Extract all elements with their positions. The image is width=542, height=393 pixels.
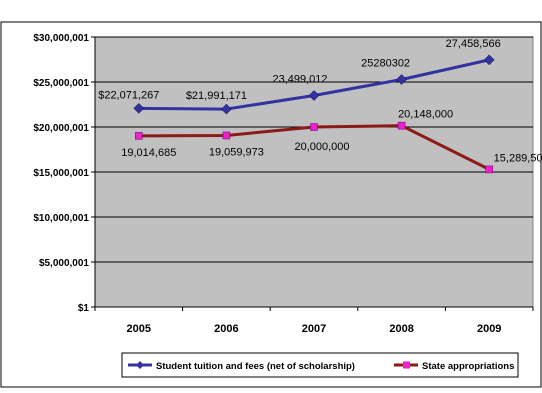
- legend-box: [121, 352, 519, 378]
- x-tick-label: 2008: [389, 323, 413, 335]
- data-point: [483, 54, 495, 66]
- data-point: [308, 90, 320, 101]
- legend-swatch-marker: [403, 361, 410, 369]
- data-point: [221, 103, 232, 115]
- legend-swatch-marker: [136, 361, 144, 369]
- data-point: [310, 123, 318, 131]
- y-tick-label: $25,000,001: [33, 78, 89, 89]
- y-tick-label: $30,000,001: [33, 33, 89, 44]
- data-label: 20,148,000: [398, 109, 453, 121]
- y-tick-label: $15,000,001: [33, 168, 89, 179]
- data-label: 27,458,566: [446, 38, 501, 50]
- x-tick-label: 2009: [477, 323, 501, 335]
- data-label: 19,014,685: [121, 147, 176, 159]
- data-label: 19,059,973: [209, 146, 264, 158]
- y-tick-label: $10,000,001: [33, 213, 89, 224]
- data-point: [133, 103, 145, 114]
- data-point: [396, 74, 407, 85]
- y-tick-label: $1: [78, 303, 90, 314]
- legend-label: State appropriations: [422, 361, 514, 372]
- x-tick-label: 2007: [302, 323, 326, 335]
- data-point: [135, 132, 143, 140]
- data-label: $22,071,267: [98, 89, 159, 101]
- data-point: [485, 165, 493, 174]
- x-tick-label: 2005: [127, 323, 151, 335]
- legend-label: Student tuition and fees (net of scholar…: [156, 361, 355, 372]
- data-label: 25280302: [361, 57, 410, 69]
- data-label: 20,000,000: [294, 141, 349, 153]
- y-tick-label: $20,000,001: [33, 123, 89, 134]
- data-point: [397, 121, 406, 130]
- data-label: 23,499,012: [272, 74, 327, 86]
- data-label: $21,991,171: [186, 90, 247, 102]
- data-point: [222, 131, 231, 140]
- x-tick-label: 2006: [214, 323, 238, 335]
- data-label: 15,289,500: [494, 152, 542, 164]
- y-tick-label: $5,000,001: [39, 258, 89, 269]
